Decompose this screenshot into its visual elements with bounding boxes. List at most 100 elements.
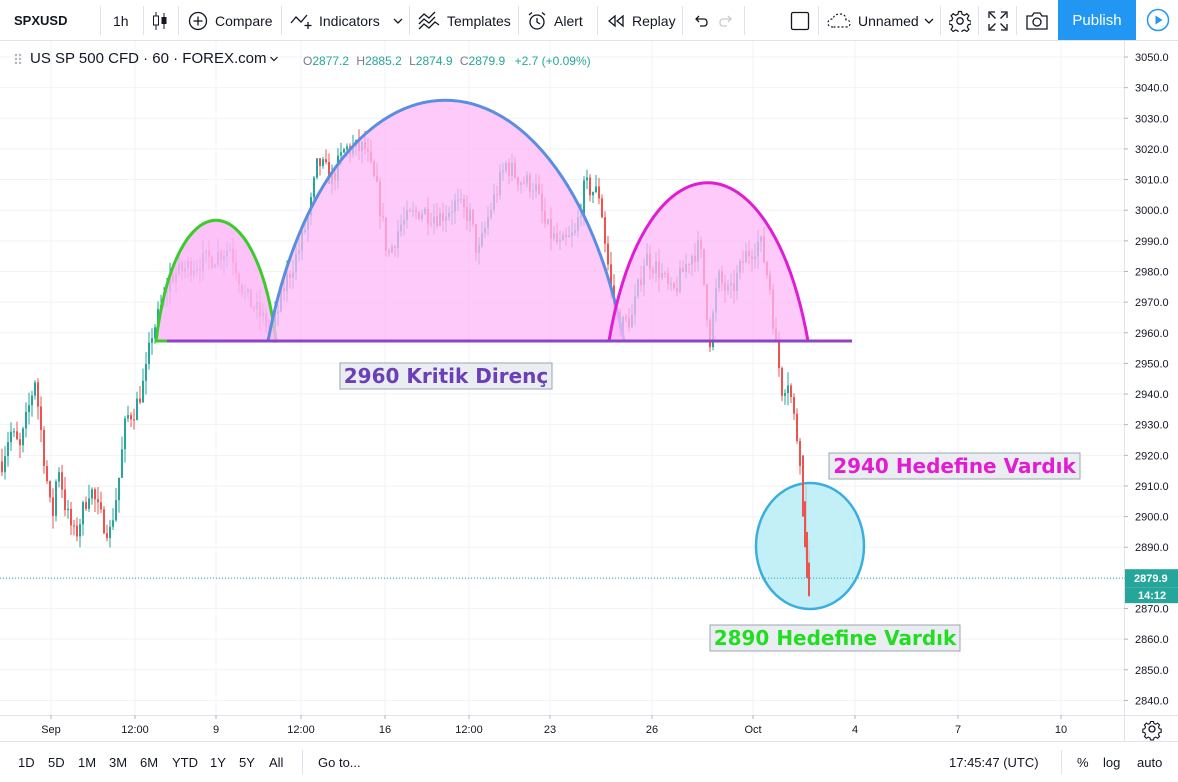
goto-button[interactable]: Go to... <box>318 742 361 782</box>
chart-style-button[interactable] <box>152 0 168 41</box>
candle-body <box>598 186 600 199</box>
candle-body <box>781 368 783 396</box>
candles-icon <box>153 11 167 30</box>
fullscreen-select-button[interactable] <box>790 0 810 41</box>
auto-toggle[interactable]: auto <box>1137 742 1162 782</box>
templates-icon <box>418 11 440 29</box>
countdown-badge <box>1125 587 1178 604</box>
publish-button[interactable]: Publish <box>1058 0 1136 40</box>
candle-body <box>790 385 792 398</box>
alert-button[interactable]: Alert <box>527 0 583 41</box>
interval-button[interactable]: 1h <box>113 0 129 41</box>
replay-label: Replay <box>632 12 676 29</box>
legend-title[interactable]: US SP 500 CFD · 60 · FOREX.com <box>30 50 267 67</box>
candle-body <box>142 380 144 403</box>
chart-axes: 3050.0 3040.0 3030.0 3020.0 3010.0 3000.0 2990… <box>0 41 1178 741</box>
square-icon <box>790 11 810 30</box>
undo-icon <box>695 15 708 27</box>
snapshot-button[interactable] <box>1025 0 1049 41</box>
goto-label: Go to... <box>318 754 361 770</box>
time-tick-label: 12:00 <box>455 724 483 736</box>
candle-body <box>85 502 87 509</box>
clock[interactable]: 17:45:47 (UTC) <box>949 742 1039 782</box>
price-tick-label: 2940.0 <box>1135 389 1169 401</box>
candle-body <box>796 413 798 442</box>
layout-dropdown[interactable] <box>923 0 935 41</box>
price-tick-label: 2930.0 <box>1135 420 1169 432</box>
price-tick-label: 3020.0 <box>1135 144 1169 156</box>
layout-button[interactable]: Unnamed <box>827 0 919 41</box>
candle-body <box>151 338 153 343</box>
candle-body <box>154 327 156 339</box>
price-tick-label: 2920.0 <box>1135 450 1169 462</box>
settings-button[interactable] <box>949 0 971 41</box>
percent-label: % <box>1077 754 1089 770</box>
candle-body <box>787 385 789 394</box>
redo-icon <box>719 15 732 27</box>
chart-legend[interactable]: US SP 500 CFD · 60 · FOREX.com <box>14 50 279 67</box>
time-tick-label: 12:00 <box>121 724 149 736</box>
candle-body <box>46 466 48 482</box>
range-3m[interactable]: 3M <box>109 742 127 782</box>
range-5y[interactable]: 5Y <box>239 742 255 782</box>
candle-body <box>10 431 12 443</box>
fullscreen-button[interactable] <box>988 0 1008 41</box>
range-1d[interactable]: 1D <box>18 742 35 782</box>
candle-body <box>97 499 99 503</box>
replay-button[interactable]: Replay <box>607 0 676 41</box>
high-value: 2885.2 <box>365 54 402 68</box>
candle-body <box>73 525 75 527</box>
range-all[interactable]: All <box>269 742 283 782</box>
candle-body <box>1 461 3 473</box>
candle-body <box>100 502 102 510</box>
drag-handle-icon[interactable] <box>14 53 22 65</box>
candle-body <box>49 481 51 498</box>
range-ytd[interactable]: YTD <box>172 742 198 782</box>
range-5d[interactable]: 5D <box>48 742 65 782</box>
templates-button[interactable]: Templates <box>418 0 511 41</box>
bottom-toolbar: 1D 5D 1M 3M 6M YTD 1Y 5Y All Go to... 17… <box>0 741 1178 782</box>
price-tick-label: 2960.0 <box>1135 328 1169 340</box>
candle-body <box>82 502 84 525</box>
time-tick-label: 16 <box>379 724 391 736</box>
range-1y[interactable]: 1Y <box>210 742 226 782</box>
indicators-dropdown[interactable] <box>392 0 404 41</box>
axis-settings-icon[interactable] <box>1142 720 1162 741</box>
candle-body <box>607 243 609 265</box>
candle-body <box>4 456 6 473</box>
candle-body <box>52 497 54 516</box>
indicators-button[interactable]: Indicators <box>290 0 380 41</box>
symbol-search[interactable]: SPXUSD <box>14 0 67 41</box>
time-tick-label: 10 <box>1055 724 1067 736</box>
candle-body <box>22 428 24 446</box>
time-tick-label: 12:00 <box>287 724 315 736</box>
candle-body <box>808 562 810 597</box>
percent-toggle[interactable]: % <box>1077 742 1089 782</box>
redo-button[interactable] <box>719 0 735 41</box>
play-button[interactable] <box>1137 0 1178 40</box>
candle-body <box>139 398 141 403</box>
chevron-down-icon[interactable] <box>269 55 279 63</box>
top-toolbar: SPXUSD 1h Compare Indicators Templates A… <box>0 0 1178 41</box>
log-toggle[interactable]: log <box>1103 742 1120 782</box>
candle-body <box>610 264 612 286</box>
time-tick-label: Sep <box>41 724 61 736</box>
compare-button[interactable]: Compare <box>188 0 273 41</box>
undo-button[interactable] <box>692 0 708 41</box>
candle-body <box>34 382 36 396</box>
log-label: log <box>1103 754 1121 770</box>
target-2890-label: 2890 Hedefine Vardık <box>709 624 961 652</box>
ohlc-values: O2877.2 H2885.2 L2874.9 C2879.9 +2.7 (+0… <box>303 54 591 68</box>
candle-body <box>784 393 786 396</box>
range-6m[interactable]: 6M <box>140 742 158 782</box>
price-tick-label: 2990.0 <box>1135 236 1169 248</box>
candle-body <box>28 405 30 412</box>
range-1m[interactable]: 1M <box>78 742 96 782</box>
candle-body <box>70 508 72 526</box>
candle-body <box>37 382 39 407</box>
range-label: 1M <box>78 754 97 770</box>
candle-body <box>61 472 63 490</box>
range-label: 3M <box>109 754 128 770</box>
candle-body <box>19 439 21 446</box>
